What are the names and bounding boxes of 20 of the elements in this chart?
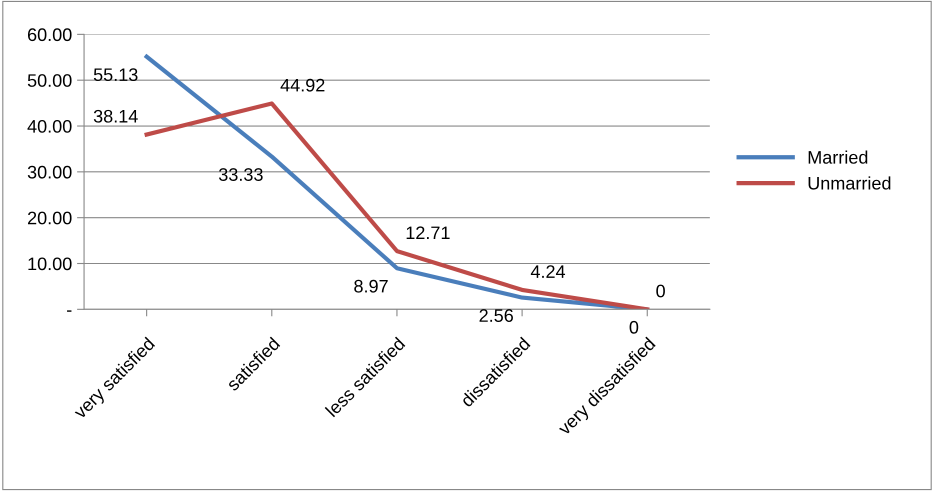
data-label: 8.97 [354, 280, 388, 293]
legend-label: Unmarried [808, 176, 890, 190]
legend-label: Married [808, 150, 868, 164]
data-label: 12.71 [406, 226, 450, 240]
line-series [144, 101, 650, 310]
data-label: 44.92 [280, 78, 324, 92]
y-tick-label: 50.00 [28, 74, 72, 87]
data-label: 4.24 [530, 265, 566, 278]
y-tick-label: 30.00 [28, 166, 72, 179]
data-label: 33.33 [218, 168, 263, 181]
data-label: 0 [656, 284, 665, 298]
data-label: 0 [630, 320, 638, 334]
y-tick-label: 20.00 [28, 212, 72, 224]
y-tick-label: 40.00 [27, 120, 72, 133]
data-label: 2.56 [480, 309, 513, 322]
data-label: 55.13 [94, 68, 138, 82]
y-tick-label: 10.00 [28, 257, 72, 270]
y-tick-label: - [67, 310, 72, 312]
y-tick-label: 60.00 [28, 28, 72, 42]
data-label: 38.14 [94, 110, 138, 123]
